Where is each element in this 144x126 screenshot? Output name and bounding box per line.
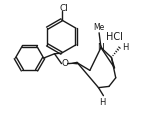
- Text: H: H: [122, 43, 128, 52]
- Polygon shape: [69, 61, 78, 65]
- Text: N: N: [98, 43, 104, 52]
- Text: Cl: Cl: [60, 4, 68, 13]
- Text: Me: Me: [93, 23, 105, 32]
- Text: H: H: [100, 98, 106, 107]
- Text: O: O: [61, 59, 68, 68]
- Text: HCl: HCl: [106, 32, 123, 42]
